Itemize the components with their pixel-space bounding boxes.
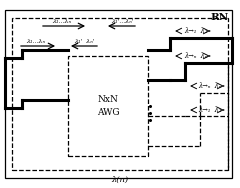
Text: NxN
AWG: NxN AWG [97, 95, 119, 117]
Text: λ₁'...λₙ': λ₁'...λₙ' [111, 19, 133, 24]
Bar [5, 10, 232, 178]
Bar [12, 18, 228, 170]
Text: λ→₁  λ₁: λ→₁ λ₁ [198, 106, 222, 114]
Text: λ(n): λ(n) [111, 176, 129, 184]
Text: λ₁...λₙ: λ₁...λₙ [53, 19, 72, 24]
Text: λ→ₙ  λₙ: λ→ₙ λₙ [198, 82, 222, 90]
Text: λ₁'  λₙ': λ₁' λₙ' [74, 39, 94, 44]
Text: λ₁...λₙ: λ₁...λₙ [26, 39, 46, 44]
Text: λ→₁  λ₁: λ→₁ λ₁ [184, 27, 208, 35]
Text: λ→ₙ  λₙ: λ→ₙ λₙ [184, 52, 208, 60]
Text: RN: RN [211, 14, 229, 23]
Bar [68, 56, 148, 156]
